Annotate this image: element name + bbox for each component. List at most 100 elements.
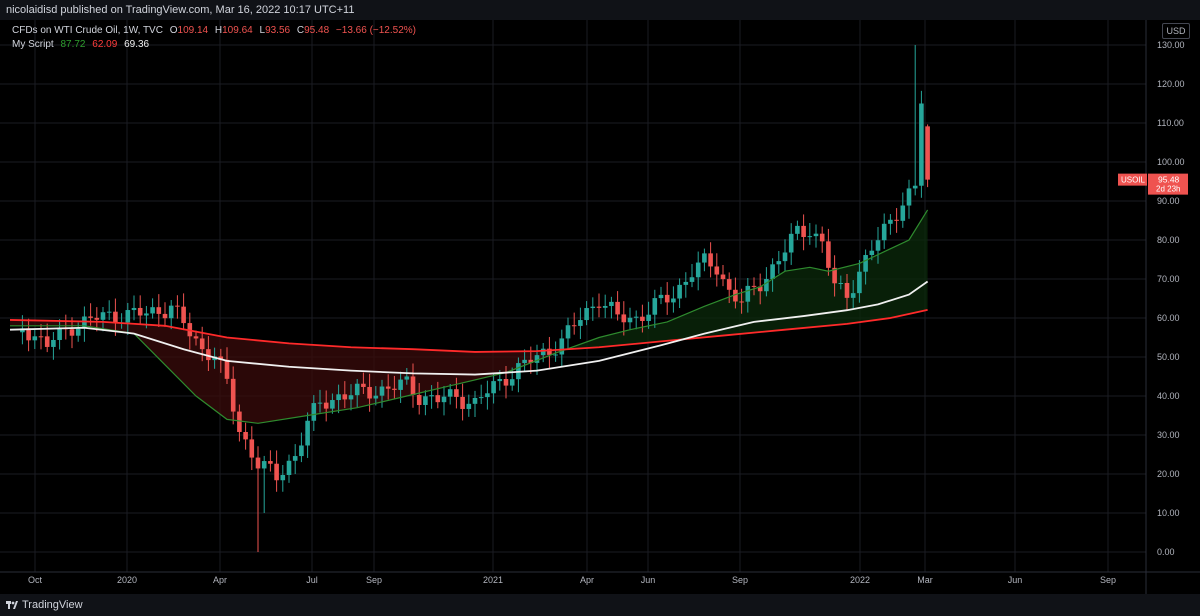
x-tick-label: Jun: [1008, 575, 1023, 585]
candle-body: [695, 262, 701, 278]
candle-body: [714, 266, 720, 275]
candle-body: [757, 286, 763, 292]
candle-body: [410, 376, 416, 395]
candle-body: [199, 338, 205, 350]
y-tick-label: 40.00: [1157, 391, 1180, 401]
candle-body: [881, 223, 887, 241]
candle-body: [249, 439, 255, 458]
open-label: O: [169, 25, 178, 36]
candle-body: [503, 379, 509, 386]
candle-body: [485, 393, 490, 398]
candle-body: [733, 289, 738, 302]
y-tick-label: 50.00: [1157, 352, 1180, 362]
candle-body: [454, 389, 459, 397]
candle-body: [807, 236, 813, 238]
x-tick-label: Apr: [213, 575, 227, 585]
candle-body: [571, 325, 577, 327]
script-name[interactable]: My Script: [12, 39, 54, 50]
candle-body: [745, 285, 751, 302]
candle-body: [106, 311, 112, 313]
y-tick-label: 0.00: [1157, 547, 1175, 557]
published-bar: nicolaidisd published on TradingView.com…: [0, 0, 1200, 20]
candle-body: [633, 316, 639, 318]
candle-body: [813, 233, 819, 237]
candle-body: [590, 306, 596, 309]
candle-body: [336, 394, 341, 401]
chart-frame[interactable]: 130.00 120.00 110.00 100.00 90.00 80.00 70.00 6…: [0, 20, 1200, 594]
candle-body: [751, 285, 757, 287]
slow-ma-line: [9, 308, 928, 353]
candle-body: [150, 307, 155, 314]
candle-body: [193, 336, 199, 339]
candle-body: [677, 284, 682, 299]
candle-body: [317, 402, 323, 404]
candle-body: [100, 312, 106, 320]
candle-body: [788, 233, 794, 253]
mid-ma-line: [9, 280, 929, 376]
candle-body: [720, 274, 726, 280]
x-tick-label: Jul: [306, 575, 318, 585]
published-text: nicolaidisd published on TradingView.com…: [6, 4, 355, 16]
candle-body: [819, 233, 825, 242]
candle-body: [912, 185, 918, 189]
candle-body: [646, 314, 651, 321]
y-tick-label: 110.00: [1157, 118, 1184, 128]
x-tick-label: Oct: [28, 575, 43, 585]
candle-body: [361, 383, 366, 387]
candle-body: [292, 456, 298, 461]
candle-body: [88, 316, 93, 318]
bearish-band-fill: [10, 319, 568, 424]
candle-body: [844, 282, 850, 298]
candle-body: [144, 313, 149, 316]
candle-body: [367, 386, 372, 399]
candle-body: [435, 395, 441, 403]
candle-body: [280, 475, 286, 481]
candle-body: [44, 336, 50, 347]
candle-body: [863, 255, 868, 272]
candle-body: [584, 308, 589, 321]
candle-body: [330, 400, 335, 409]
candle-body: [255, 457, 261, 469]
bullish-band-fill: [568, 209, 928, 350]
candle-body: [900, 205, 906, 221]
candle-body: [547, 348, 552, 355]
y-tick-label: 10.00: [1157, 508, 1180, 518]
candle-body: [770, 264, 775, 279]
candle-body: [565, 325, 571, 339]
candle-body: [466, 403, 472, 409]
candle-body: [156, 307, 162, 314]
candle-body: [795, 225, 800, 234]
open-value: 109.14: [177, 25, 209, 36]
candle-body: [689, 277, 695, 282]
symbol-title: CFDs on WTI Crude Oil, 1W, TVC: [12, 25, 163, 36]
candle-body: [392, 388, 397, 390]
candle-body: [82, 316, 87, 329]
candle-body: [113, 311, 118, 323]
candle-body: [553, 354, 558, 356]
candle-body: [348, 395, 354, 400]
candle-body: [404, 376, 410, 380]
candle-body: [857, 271, 862, 294]
x-tick-label: Sep: [1100, 575, 1116, 585]
high-label: H: [214, 25, 223, 36]
candle-body: [534, 355, 540, 363]
candle-body: [32, 336, 38, 341]
candle-body: [850, 293, 856, 298]
candle-body: [137, 307, 143, 316]
currency-unit-box[interactable]: USD: [1162, 23, 1190, 39]
low-value: 93.56: [265, 25, 291, 36]
candle-body: [69, 329, 75, 336]
candle-body: [832, 267, 837, 284]
candle-body: [869, 250, 875, 256]
candle-body: [286, 460, 292, 476]
candle-body: [739, 301, 744, 303]
candle-body: [776, 261, 782, 265]
low-label: L: [259, 25, 266, 36]
candle-body: [726, 279, 732, 290]
candle-body: [782, 252, 788, 262]
price-chart[interactable]: 130.00 120.00 110.00 100.00 90.00 80.00 70.00 6…: [0, 20, 1200, 594]
candle-body: [664, 294, 670, 303]
candle-body: [373, 395, 379, 399]
candle-body: [243, 431, 248, 440]
